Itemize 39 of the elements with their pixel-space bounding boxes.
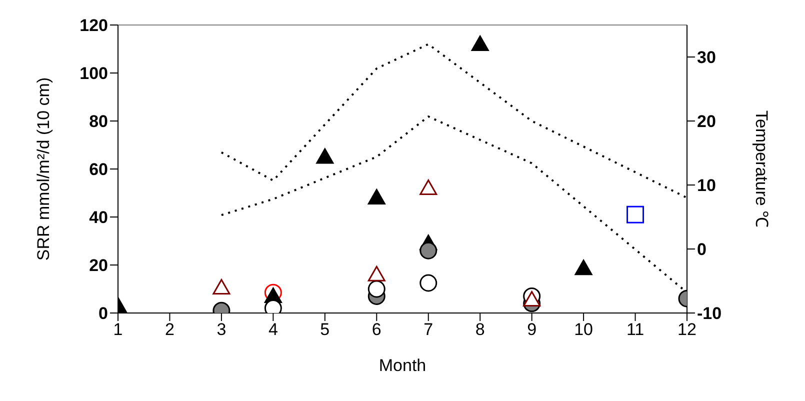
y-axis-title: SRR mmol/m²/d (10 cm)	[34, 77, 54, 261]
x-tick-label: 4	[268, 320, 278, 340]
y-tick-label: 40	[89, 208, 108, 228]
point	[368, 266, 386, 282]
y-tick-label: 80	[89, 112, 108, 132]
x-tick-label: 10	[574, 320, 594, 340]
y-tick-label: 0	[98, 304, 108, 324]
point	[523, 291, 541, 307]
y2-tick-label: 10	[697, 176, 716, 196]
x-tick-label: 3	[216, 320, 226, 340]
point	[420, 242, 438, 260]
point	[420, 179, 438, 195]
x-tick-label: 1	[113, 320, 123, 340]
y2-tick-label: 30	[697, 48, 716, 68]
y-tick-label: 60	[89, 160, 108, 180]
x-tick-label: 7	[424, 320, 434, 340]
point	[574, 260, 592, 276]
x-tick-label: 9	[527, 320, 537, 340]
x-tick-label: 12	[678, 320, 696, 340]
x-axis-title: Month	[378, 356, 426, 375]
x-tick-label: 5	[320, 320, 330, 340]
point	[626, 206, 644, 224]
x-tick-label: 8	[475, 320, 485, 340]
point	[420, 274, 438, 292]
y2-tick-label: 0	[697, 240, 706, 260]
y2-tick-label: -10	[697, 304, 722, 324]
y-tick-label: 20	[89, 256, 108, 276]
point	[471, 35, 489, 51]
x-tick-label: 6	[372, 320, 382, 340]
point	[368, 189, 386, 205]
x-tick-label: 2	[164, 320, 174, 340]
y2-axis-title: Temperature ℃	[752, 110, 771, 228]
point	[316, 148, 334, 164]
y2-tick-label: 20	[697, 112, 716, 132]
y-tick-label: 120	[80, 16, 108, 36]
y-tick-label: 100	[80, 64, 108, 84]
x-tick-label: 11	[626, 320, 644, 340]
point	[368, 280, 386, 298]
point	[212, 279, 230, 295]
